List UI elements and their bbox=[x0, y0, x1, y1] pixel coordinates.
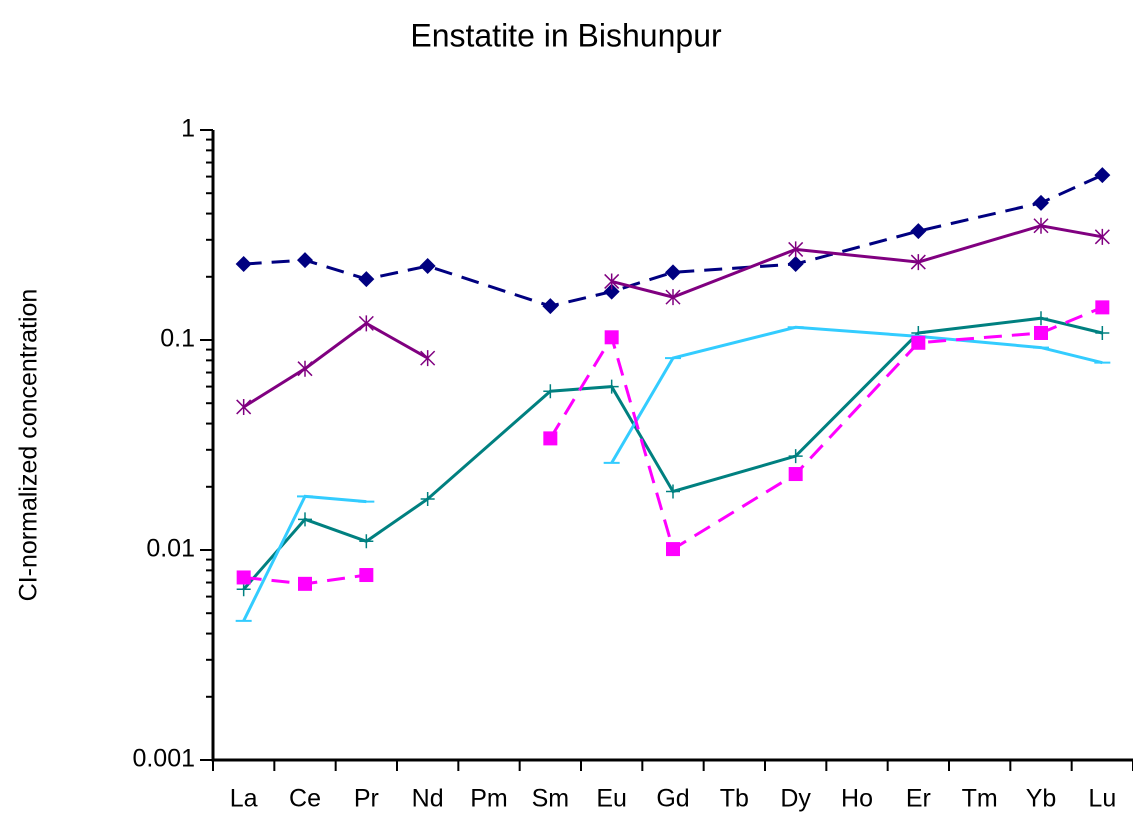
marker bbox=[788, 449, 803, 464]
marker bbox=[1095, 300, 1110, 315]
marker bbox=[1033, 194, 1049, 211]
series-line bbox=[611, 224, 1103, 299]
y-tick-label: 0.1 bbox=[160, 325, 195, 353]
marker bbox=[911, 335, 926, 350]
marker bbox=[543, 431, 558, 446]
marker bbox=[420, 350, 436, 367]
marker bbox=[297, 252, 313, 269]
series-line bbox=[243, 173, 1103, 308]
marker bbox=[420, 491, 435, 506]
marker bbox=[419, 258, 436, 275]
x-tick-label: La bbox=[230, 785, 258, 813]
marker bbox=[297, 360, 313, 377]
x-tick-label: Pr bbox=[354, 785, 379, 813]
marker bbox=[604, 379, 619, 394]
y-tick-label: 1 bbox=[181, 115, 195, 143]
x-tick-label: Ho bbox=[841, 785, 873, 813]
x-tick-label: Nd bbox=[412, 785, 444, 813]
marker bbox=[665, 264, 681, 281]
y-tick-label: 0.001 bbox=[132, 745, 195, 773]
y-tick-label: 0.01 bbox=[146, 535, 195, 563]
x-tick-label: Yb bbox=[1026, 785, 1057, 813]
marker bbox=[666, 484, 680, 499]
marker bbox=[1094, 228, 1110, 245]
marker bbox=[1034, 311, 1048, 326]
x-tick-label: Ce bbox=[289, 785, 321, 813]
marker bbox=[787, 256, 804, 273]
marker bbox=[543, 384, 558, 399]
marker bbox=[359, 534, 374, 549]
marker bbox=[1034, 325, 1048, 340]
marker bbox=[604, 273, 620, 290]
marker bbox=[666, 542, 680, 557]
marker bbox=[236, 398, 252, 415]
marker bbox=[359, 568, 374, 583]
marker bbox=[358, 271, 375, 288]
marker bbox=[235, 256, 252, 273]
x-tick-label: Tm bbox=[962, 785, 998, 813]
marker bbox=[604, 330, 619, 345]
marker bbox=[788, 241, 804, 258]
marker bbox=[910, 254, 926, 271]
x-tick-label: Tb bbox=[720, 785, 749, 813]
marker bbox=[1094, 167, 1111, 184]
marker bbox=[358, 315, 374, 332]
x-tick-label: Sm bbox=[532, 785, 570, 813]
x-tick-label: Lu bbox=[1088, 785, 1116, 813]
marker bbox=[603, 283, 620, 300]
x-tick-label: Eu bbox=[596, 785, 627, 813]
x-tick-label: Dy bbox=[780, 785, 811, 813]
series-line bbox=[610, 325, 1103, 464]
marker bbox=[1033, 217, 1049, 234]
marker bbox=[665, 289, 681, 306]
series-line bbox=[242, 321, 429, 409]
marker bbox=[542, 298, 559, 315]
x-tick-label: Gd bbox=[656, 785, 689, 813]
marker bbox=[298, 576, 312, 591]
marker bbox=[236, 582, 251, 597]
marker bbox=[1095, 325, 1110, 340]
x-tick-label: Er bbox=[906, 785, 931, 813]
chart-title: Enstatite in Bishunpur bbox=[410, 17, 722, 53]
marker bbox=[236, 570, 251, 585]
marker bbox=[298, 512, 312, 527]
x-tick-label: Pm bbox=[470, 785, 508, 813]
marker bbox=[910, 223, 927, 240]
marker bbox=[788, 467, 803, 482]
y-axis-label: CI-normalized concentration bbox=[15, 289, 43, 602]
